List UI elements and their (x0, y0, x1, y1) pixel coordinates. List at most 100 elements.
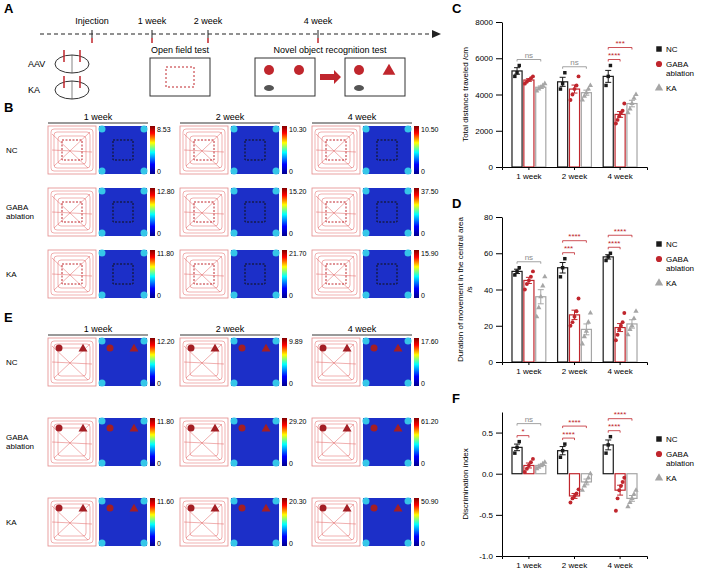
panel-letter: F (452, 391, 460, 406)
row-label: GABAablation (6, 203, 34, 221)
legend-marker (655, 83, 663, 90)
trajectory-path (52, 424, 92, 460)
heatmap-hotspot (405, 292, 412, 299)
mouse-icon (354, 85, 364, 91)
heatmap-hotspot (231, 292, 238, 299)
data-point (571, 320, 575, 324)
x-tick-mark (528, 556, 529, 559)
bar (524, 280, 534, 362)
heatmap-hotspot (141, 338, 148, 345)
colorbar-max-label: 20.30 (289, 498, 307, 505)
object (239, 345, 246, 352)
bar-chart: -1.0-0.50.00.51 week2 week4 weekDiscrimi… (461, 410, 694, 569)
colorbar-min-label: 0 (289, 168, 293, 175)
injection-needle (63, 50, 65, 62)
object (239, 425, 246, 432)
colorbar (282, 338, 287, 386)
heatmap-hotspot (363, 250, 370, 257)
legend: NCGABAablationKA (655, 240, 694, 288)
significance-label: **** (562, 430, 574, 439)
data-point (609, 252, 612, 255)
trajectory-path (315, 501, 357, 543)
x-tick: 1 week (516, 167, 542, 181)
y-tick-mark (496, 58, 502, 59)
heatmap-hotspot (273, 230, 280, 237)
heatmap-hotspot (141, 380, 148, 387)
heatmap (363, 418, 411, 466)
y-tick: -0.5 (479, 511, 502, 520)
data-point (577, 74, 581, 78)
error-cap (538, 289, 544, 290)
colorbar-max-label: 17.60 (421, 338, 439, 345)
trajectory-frame (312, 338, 360, 386)
colorbar (282, 250, 287, 298)
x-tick-label: 1 week (516, 561, 542, 570)
data-point (513, 451, 516, 454)
data-point (606, 443, 609, 446)
y-tick-label: 4000 (475, 91, 493, 100)
object (130, 504, 139, 512)
trajectory-path (190, 136, 218, 164)
heatmap-hotspot (273, 460, 280, 467)
data-point (559, 275, 562, 278)
y-tick-label: 60 (484, 249, 493, 258)
data-point (584, 479, 589, 484)
object (188, 505, 195, 512)
heatmap-hotspot (231, 168, 238, 175)
trajectory-frame (48, 338, 96, 386)
center-zone (194, 202, 214, 222)
trajectory-path (190, 348, 218, 376)
colorbar (150, 418, 155, 466)
legend-label: GABAablation (666, 255, 694, 273)
y-tick-mark (496, 131, 502, 132)
timeline-tick (92, 30, 93, 38)
error-cap (514, 444, 520, 445)
y-tick-label: -0.5 (479, 511, 493, 520)
plot-area (512, 64, 639, 167)
heatmap-hotspot (99, 540, 106, 547)
colorbar-min-label: 0 (289, 230, 293, 237)
column-rule (312, 123, 412, 124)
data-point (573, 315, 577, 319)
significance-label: **** (614, 227, 626, 236)
heatmap-hotspot (231, 380, 238, 387)
y-axis-line (502, 413, 503, 557)
data-point (569, 324, 573, 328)
figure: ABCDEFInjection1 week2 week4 weekAAVKAOp… (0, 0, 709, 584)
y-tick-label: 0 (489, 358, 494, 367)
significance-label: **** (614, 410, 626, 419)
colorbar-min-label: 0 (157, 540, 161, 547)
y-tick-mark (496, 217, 502, 218)
x-tick: 1 week (516, 362, 542, 376)
trajectory-path (52, 132, 92, 168)
row-label: NC (6, 146, 18, 155)
legend-marker (655, 473, 663, 480)
heatmap (363, 250, 411, 298)
colorbar (414, 126, 419, 174)
colorbar-max-label: 21.70 (289, 250, 307, 257)
data-point (622, 476, 626, 480)
heatmap (363, 338, 411, 386)
center-zone (166, 67, 194, 87)
object (320, 505, 327, 512)
colorbar-min-label: 0 (421, 168, 425, 175)
trajectory-frame (180, 418, 228, 466)
heatmap-hotspot (405, 230, 412, 237)
trajectory-path (322, 198, 350, 226)
column-rule (312, 335, 412, 336)
x-tick: 2 week (562, 556, 588, 570)
panel-a: Injection1 week2 week4 weekAAVKAOpen fie… (28, 16, 441, 99)
data-point (588, 310, 593, 315)
heatmap-hotspot (405, 380, 412, 387)
center-zone (377, 140, 397, 160)
heatmap-hotspot (141, 498, 148, 505)
colorbar-max-label: 11.80 (157, 418, 174, 425)
heatmap-hotspot (99, 292, 106, 299)
column-rule (180, 123, 280, 124)
trajectory-path (316, 256, 356, 292)
significance-label: **** (608, 422, 620, 431)
colorbar (282, 188, 287, 236)
timeline-label: 1 week (138, 16, 167, 26)
heatmap-hotspot (405, 540, 412, 547)
data-point (577, 487, 581, 491)
